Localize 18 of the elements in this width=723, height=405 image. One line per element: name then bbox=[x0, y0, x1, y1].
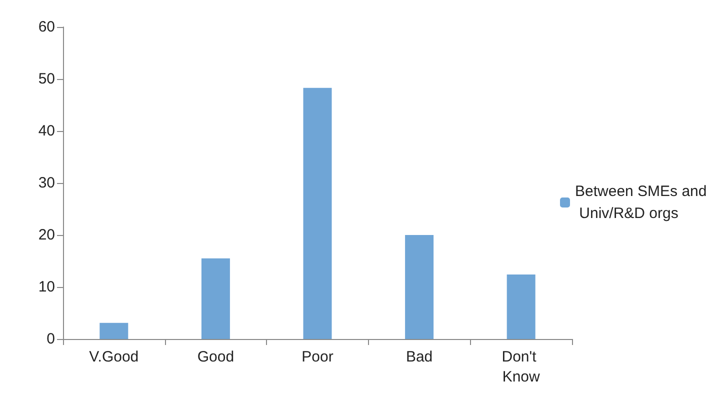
x-tick-label: Good bbox=[197, 348, 234, 366]
x-tick-label: V.Good bbox=[89, 348, 139, 366]
bar bbox=[201, 258, 230, 339]
y-tick-label: 40 bbox=[38, 122, 55, 140]
legend-label: Between SMEs and Univ/R&D orgs bbox=[575, 183, 707, 222]
y-tick-label: 30 bbox=[38, 174, 55, 192]
x-tick-label: Bad bbox=[406, 348, 433, 366]
x-tick-label: Don't Know bbox=[502, 348, 540, 386]
y-tick-label: 20 bbox=[38, 226, 55, 244]
y-tick-label: 60 bbox=[38, 18, 55, 36]
x-tick-label: Poor bbox=[302, 348, 334, 366]
bar bbox=[100, 322, 128, 339]
bar bbox=[506, 274, 536, 339]
y-tick-label: 50 bbox=[38, 70, 55, 88]
bar bbox=[405, 235, 434, 339]
y-tick-label: 10 bbox=[38, 278, 55, 296]
bar bbox=[303, 88, 332, 339]
y-tick-label: 0 bbox=[46, 330, 55, 348]
